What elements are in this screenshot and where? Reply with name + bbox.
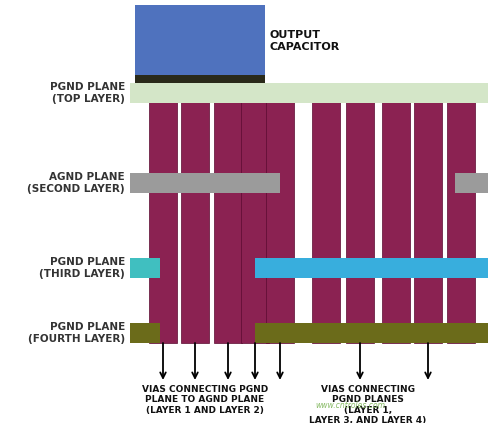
Bar	[130, 83, 488, 103]
Bar	[265, 83, 293, 343]
Bar	[254, 323, 488, 343]
Bar	[135, 75, 264, 83]
Bar	[254, 258, 488, 278]
Bar	[346, 83, 373, 343]
Bar	[214, 83, 242, 343]
Bar	[130, 173, 280, 193]
Bar	[130, 323, 160, 343]
Text: OUTPUT
CAPACITOR: OUTPUT CAPACITOR	[269, 30, 340, 52]
Text: AGND PLANE
(SECOND LAYER): AGND PLANE (SECOND LAYER)	[27, 172, 125, 194]
Bar	[130, 258, 160, 278]
Text: PGND PLANE
(FOURTH LAYER): PGND PLANE (FOURTH LAYER)	[28, 322, 125, 344]
Text: PGND PLANE
(TOP LAYER): PGND PLANE (TOP LAYER)	[50, 82, 125, 104]
Bar	[413, 83, 441, 343]
Bar	[149, 83, 177, 343]
Bar	[446, 83, 474, 343]
Bar	[241, 83, 268, 343]
Text: PGND PLANE
(THIRD LAYER): PGND PLANE (THIRD LAYER)	[39, 257, 125, 279]
Bar	[311, 83, 339, 343]
Bar	[181, 83, 208, 343]
Bar	[381, 83, 409, 343]
Text: VIAS CONNECTING PGND
PLANE TO AGND PLANE
(LAYER 1 AND LAYER 2): VIAS CONNECTING PGND PLANE TO AGND PLANE…	[142, 385, 267, 415]
Text: www.cntroles.com: www.cntroles.com	[314, 401, 384, 410]
Bar	[135, 5, 264, 75]
Bar	[454, 173, 488, 193]
Text: VIAS CONNECTING
PGND PLANES
(LAYER 1,
LAYER 3, AND LAYER 4): VIAS CONNECTING PGND PLANES (LAYER 1, LA…	[309, 385, 426, 423]
